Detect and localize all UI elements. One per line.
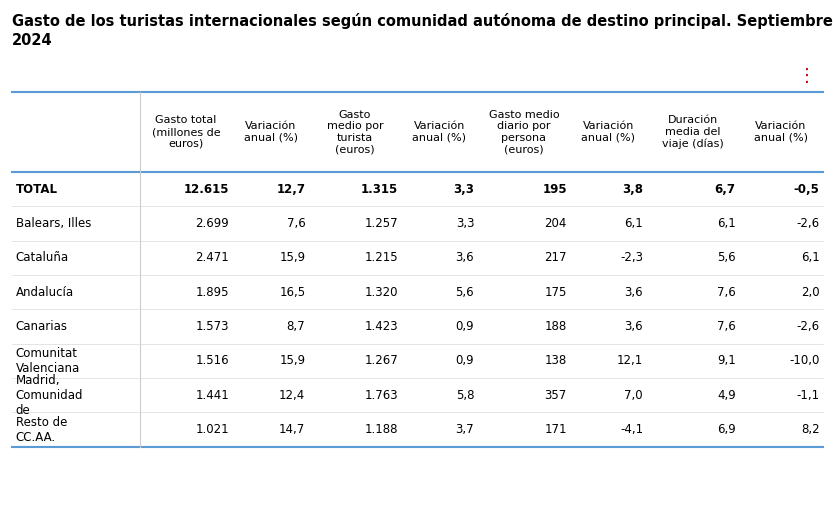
Text: ⋮: ⋮ (798, 67, 816, 85)
Text: Madrid,
Comunidad
de: Madrid, Comunidad de (16, 374, 83, 417)
Text: 1.516: 1.516 (196, 354, 229, 367)
Text: Duración
media del
viaje (días): Duración media del viaje (días) (661, 115, 724, 149)
Text: -2,3: -2,3 (620, 251, 643, 264)
Text: Variación
anual (%): Variación anual (%) (581, 121, 636, 143)
Text: -1,1: -1,1 (796, 389, 820, 402)
Text: Balears, Illes: Balears, Illes (16, 217, 91, 230)
Text: 5,8: 5,8 (456, 389, 474, 402)
Text: 1.021: 1.021 (196, 423, 229, 436)
Text: 2,0: 2,0 (801, 286, 820, 299)
Text: 217: 217 (544, 251, 566, 264)
Text: Variación
anual (%): Variación anual (%) (243, 121, 297, 143)
Text: 2.471: 2.471 (196, 251, 229, 264)
Text: -4,1: -4,1 (620, 423, 643, 436)
Text: 204: 204 (545, 217, 566, 230)
Text: 15,9: 15,9 (279, 354, 306, 367)
Text: 6,1: 6,1 (717, 217, 736, 230)
Text: 175: 175 (545, 286, 566, 299)
Text: 0,9: 0,9 (456, 354, 474, 367)
Text: Gasto total
(millones de
euros): Gasto total (millones de euros) (152, 115, 221, 149)
Text: 16,5: 16,5 (279, 286, 306, 299)
Text: TOTAL: TOTAL (16, 183, 57, 195)
Text: 0,9: 0,9 (456, 320, 474, 333)
Text: 6,1: 6,1 (624, 217, 643, 230)
Text: 7,6: 7,6 (717, 320, 736, 333)
Text: -0,5: -0,5 (794, 183, 820, 195)
Text: 7,6: 7,6 (287, 217, 306, 230)
Text: 357: 357 (545, 389, 566, 402)
Text: 171: 171 (544, 423, 566, 436)
Text: -2,6: -2,6 (796, 217, 820, 230)
Text: 1.423: 1.423 (364, 320, 398, 333)
Text: Gasto medio
diario por
persona
(euros): Gasto medio diario por persona (euros) (488, 110, 559, 154)
Text: 3,6: 3,6 (456, 251, 474, 264)
Text: 3,3: 3,3 (453, 183, 474, 195)
Text: 14,7: 14,7 (279, 423, 306, 436)
Text: 1.315: 1.315 (361, 183, 398, 195)
Text: 9,1: 9,1 (717, 354, 736, 367)
Text: 12.615: 12.615 (183, 183, 229, 195)
Text: 188: 188 (545, 320, 566, 333)
Text: 5,6: 5,6 (456, 286, 474, 299)
Text: 7,6: 7,6 (717, 286, 736, 299)
Text: -2,6: -2,6 (796, 320, 820, 333)
Text: 2024: 2024 (12, 33, 52, 48)
Text: 1.441: 1.441 (196, 389, 229, 402)
Text: Cataluña: Cataluña (16, 251, 69, 264)
Text: 3,3: 3,3 (456, 217, 474, 230)
Text: 1.267: 1.267 (364, 354, 398, 367)
Text: 12,7: 12,7 (277, 183, 306, 195)
Text: 1.895: 1.895 (196, 286, 229, 299)
Text: 1.188: 1.188 (365, 423, 398, 436)
Text: 8,2: 8,2 (801, 423, 820, 436)
Text: 195: 195 (542, 183, 566, 195)
Text: 3,6: 3,6 (625, 320, 643, 333)
Text: 138: 138 (545, 354, 566, 367)
Text: Andalucía: Andalucía (16, 286, 74, 299)
Text: 6,7: 6,7 (715, 183, 736, 195)
Text: 12,1: 12,1 (616, 354, 643, 367)
Text: 3,8: 3,8 (622, 183, 643, 195)
Text: 3,7: 3,7 (456, 423, 474, 436)
Text: 1.215: 1.215 (364, 251, 398, 264)
Text: 6,1: 6,1 (801, 251, 820, 264)
Text: 3,6: 3,6 (625, 286, 643, 299)
Text: Variación
anual (%): Variación anual (%) (412, 121, 466, 143)
Text: 1.573: 1.573 (196, 320, 229, 333)
Text: 7,0: 7,0 (625, 389, 643, 402)
Text: 1.257: 1.257 (364, 217, 398, 230)
Text: 15,9: 15,9 (279, 251, 306, 264)
Text: Canarias: Canarias (16, 320, 67, 333)
Text: Gasto
medio por
turista
(euros): Gasto medio por turista (euros) (327, 110, 383, 154)
Text: Comunitat
Valenciana: Comunitat Valenciana (16, 347, 80, 375)
Text: 1.320: 1.320 (365, 286, 398, 299)
Text: 5,6: 5,6 (717, 251, 736, 264)
Text: 4,9: 4,9 (717, 389, 736, 402)
Text: 1.763: 1.763 (364, 389, 398, 402)
Text: Resto de
CC.AA.: Resto de CC.AA. (16, 416, 67, 444)
Text: Gasto de los turistas internacionales según comunidad autónoma de destino princi: Gasto de los turistas internacionales se… (12, 13, 832, 29)
Text: 6,9: 6,9 (717, 423, 736, 436)
Text: 2.699: 2.699 (196, 217, 229, 230)
Text: 12,4: 12,4 (279, 389, 306, 402)
Text: 8,7: 8,7 (287, 320, 306, 333)
Text: -10,0: -10,0 (790, 354, 820, 367)
Text: Variación
anual (%): Variación anual (%) (754, 121, 808, 143)
